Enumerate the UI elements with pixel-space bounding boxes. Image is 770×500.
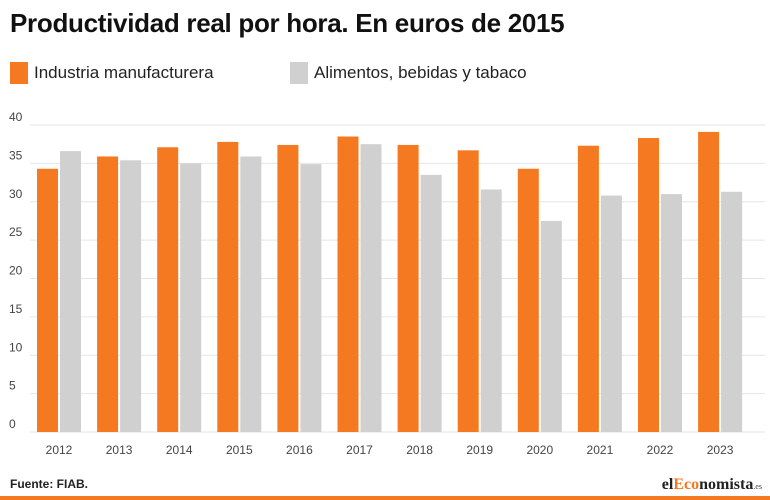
bar-industria-2014 [157, 147, 179, 432]
bar-alimentos-2023 [721, 191, 743, 432]
bar-industria-2023 [698, 131, 720, 432]
bar-industria-2012 [37, 168, 58, 432]
x-tick-label: 2018 [406, 443, 433, 457]
bar-alimentos-2021 [600, 195, 622, 432]
bar-industria-2013 [97, 156, 119, 432]
x-tick-label: 2013 [106, 443, 133, 457]
bar-industria-2022 [638, 138, 659, 433]
bar-alimentos-2019 [480, 189, 502, 432]
bottom-accent-bar [0, 496, 770, 500]
bar-alimentos-2020 [540, 220, 562, 432]
chart-title: Productividad real por hora. En euros de… [10, 8, 565, 38]
y-tick-label: 20 [9, 264, 23, 278]
x-tick-label: 2015 [226, 443, 253, 457]
bar-industria-2016 [277, 144, 299, 432]
y-tick-label: 0 [9, 417, 16, 431]
legend-item-industria: Industria manufacturera [10, 62, 214, 84]
bar-industria-2019 [457, 150, 479, 432]
x-tick-label: 2014 [166, 443, 193, 457]
x-tick-label: 2019 [466, 443, 493, 457]
y-tick-label: 40 [9, 110, 23, 124]
eleconomista-logo: elEconomista.es [662, 476, 762, 494]
bar-chart: 0 5 10 15 20 25 30 35 40 2012 2013 2014 2015 2016 2017… [9, 110, 765, 457]
legend-label-industria: Industria manufacturera [34, 63, 214, 82]
legend-label-alimentos: Alimentos, bebidas y tabaco [314, 63, 527, 82]
x-tick-label: 2017 [346, 443, 373, 457]
bar-alimentos-2014 [180, 163, 202, 432]
source-note: Fuente: FIAB. [10, 477, 88, 491]
x-tick-label: 2021 [587, 443, 614, 457]
bar-industria-2018 [397, 144, 419, 432]
bar-alimentos-2013 [120, 160, 142, 432]
x-tick-label: 2020 [526, 443, 553, 457]
y-tick-label: 30 [9, 187, 23, 201]
bar-alimentos-2018 [420, 174, 442, 432]
bar-industria-2017 [337, 136, 359, 432]
bar-alimentos-2012 [60, 151, 81, 432]
y-tick-label: 5 [9, 379, 16, 393]
logo-rest: nomista [699, 476, 754, 493]
y-tick-label: 35 [9, 148, 23, 162]
legend-swatch-alimentos [290, 62, 308, 84]
chart-legend: Industria manufacturera Alimentos, bebid… [0, 62, 770, 90]
bar-alimentos-2017 [360, 144, 382, 432]
logo-highlight: Eco [673, 476, 700, 493]
x-tick-label: 2022 [647, 443, 674, 457]
y-tick-label: 10 [9, 340, 23, 354]
legend-swatch-industria [10, 62, 28, 84]
x-tick-label: 2023 [707, 443, 734, 457]
bar-alimentos-2022 [661, 194, 682, 432]
bar-alimentos-2015 [240, 156, 262, 432]
bar-industria-2021 [577, 145, 599, 432]
bar-alimentos-2016 [300, 164, 322, 432]
logo-prefix: el [661, 476, 674, 493]
logo-suffix: .es [753, 482, 762, 491]
bar-industria-2015 [217, 141, 239, 432]
legend-item-alimentos: Alimentos, bebidas y tabaco [290, 62, 527, 84]
x-tick-label: 2012 [46, 443, 73, 457]
x-tick-label: 2016 [286, 443, 313, 457]
y-tick-label: 25 [9, 225, 23, 239]
bar-industria-2020 [517, 168, 539, 432]
y-tick-label: 15 [9, 302, 23, 316]
